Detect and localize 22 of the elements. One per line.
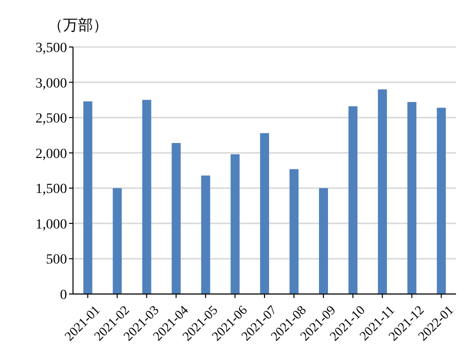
bar [348,106,358,294]
y-tick-label: 500 [46,252,67,268]
bar [260,133,270,294]
bar [290,169,299,294]
bar [407,102,416,294]
y-axis-title: （万部） [48,16,108,35]
bar [319,188,328,294]
bar [201,175,210,294]
bar [112,188,122,294]
bar [230,154,240,294]
y-tick-label: 3,500 [36,40,67,56]
bar [142,100,152,294]
y-tick-label: 0 [60,288,67,303]
y-tick-label: 2,000 [36,146,67,162]
bar [436,108,446,294]
bar [172,142,181,294]
bar [378,89,387,294]
y-tick-label: 1,500 [36,182,67,198]
y-tick-label: 2,500 [36,112,67,127]
y-tick-label: 1,000 [36,217,67,232]
bar [83,101,92,294]
y-tick-label: 3,000 [36,76,67,92]
